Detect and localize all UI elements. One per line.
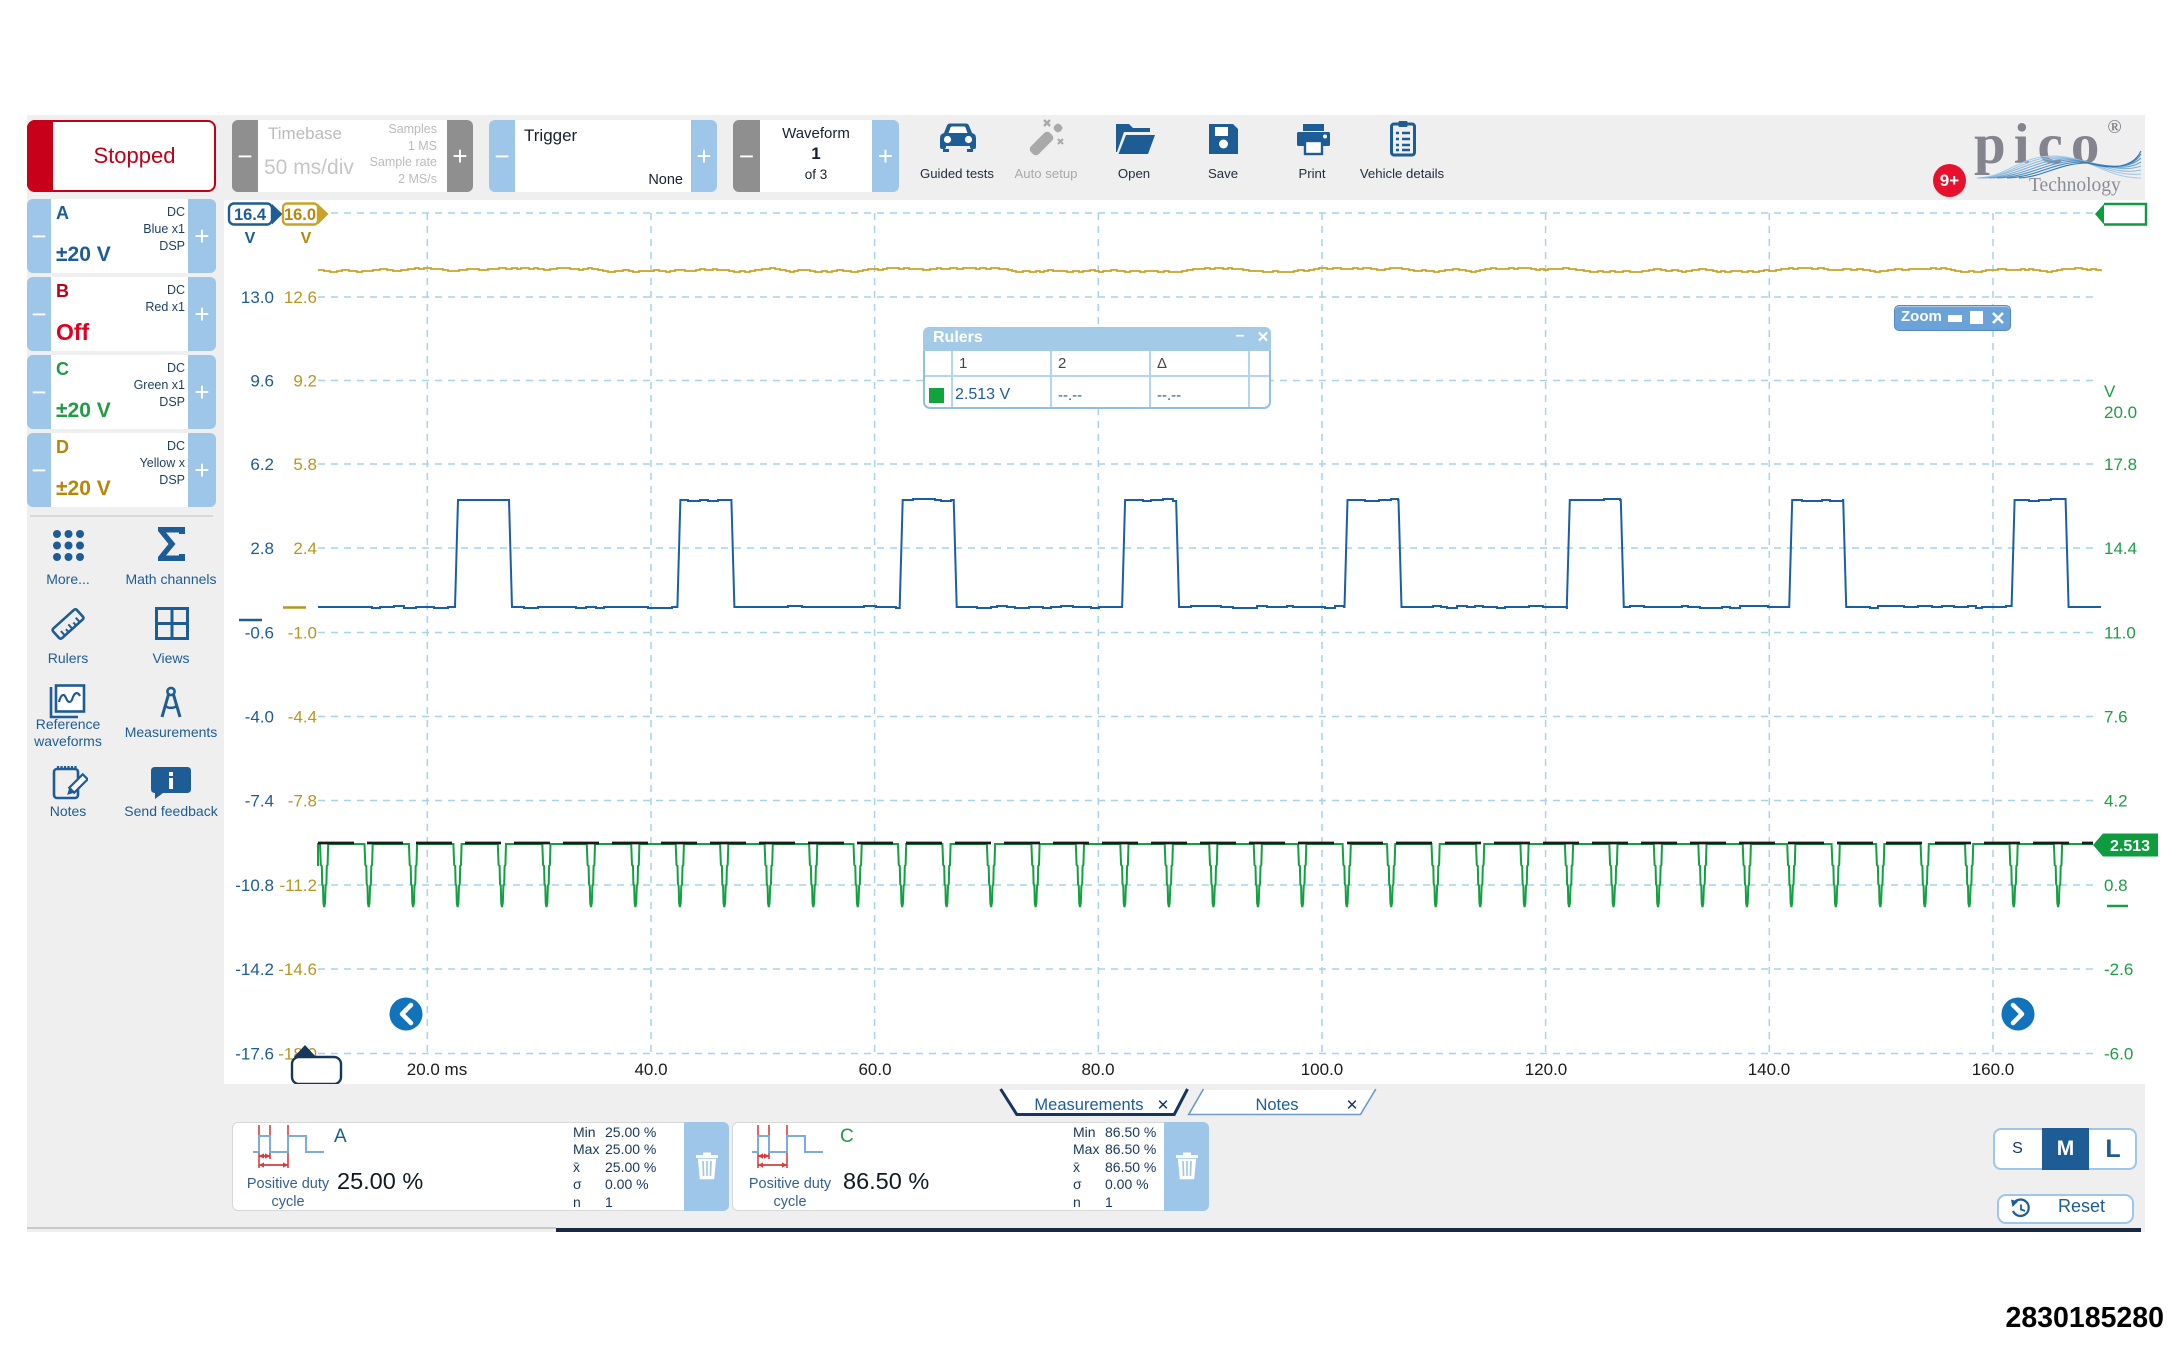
svg-text:9.6: 9.6 xyxy=(250,372,274,391)
svg-text:2.513: 2.513 xyxy=(2110,838,2150,855)
svg-text:✕: ✕ xyxy=(1346,1097,1359,1114)
svg-text:160.0: 160.0 xyxy=(1972,1060,2015,1079)
svg-text:2.4: 2.4 xyxy=(293,539,317,558)
svg-text:-11.2: -11.2 xyxy=(280,876,318,895)
svg-text:V: V xyxy=(301,230,312,247)
svg-text:17.8: 17.8 xyxy=(2104,455,2137,474)
svg-text:13.0: 13.0 xyxy=(241,288,274,307)
svg-text:80.0: 80.0 xyxy=(1081,1060,1114,1079)
svg-text:20.0: 20.0 xyxy=(2104,403,2137,422)
svg-text:-14.6: -14.6 xyxy=(278,960,317,979)
svg-text:7.6: 7.6 xyxy=(2104,708,2128,727)
svg-text:20.0 ms: 20.0 ms xyxy=(407,1060,467,1079)
svg-text:120.0: 120.0 xyxy=(1525,1060,1568,1079)
svg-text:14.4: 14.4 xyxy=(2104,539,2137,558)
svg-text:V: V xyxy=(2104,382,2116,401)
svg-text:60.0: 60.0 xyxy=(858,1060,891,1079)
svg-text:V: V xyxy=(245,230,256,247)
svg-text:11.0: 11.0 xyxy=(2104,624,2136,643)
svg-text:100.0: 100.0 xyxy=(1301,1060,1344,1079)
svg-text:140.0: 140.0 xyxy=(1748,1060,1791,1079)
svg-text:12.6: 12.6 xyxy=(284,288,317,307)
svg-text:-0.6: -0.6 xyxy=(245,624,274,643)
svg-text:-7.4: -7.4 xyxy=(245,792,274,811)
svg-text:6.2: 6.2 xyxy=(250,455,274,474)
svg-text:4.2: 4.2 xyxy=(2104,792,2128,811)
svg-text:-14.2: -14.2 xyxy=(235,960,274,979)
svg-text:-1.0: -1.0 xyxy=(288,624,317,643)
svg-text:2.8: 2.8 xyxy=(250,539,274,558)
svg-text:9.2: 9.2 xyxy=(293,372,317,391)
svg-text:Measurements: Measurements xyxy=(1034,1096,1143,1114)
svg-text:0.8: 0.8 xyxy=(2104,876,2128,895)
svg-text:Notes: Notes xyxy=(1255,1096,1298,1114)
svg-text:-17.6: -17.6 xyxy=(235,1045,274,1064)
svg-text:-7.8: -7.8 xyxy=(288,792,317,811)
svg-text:-2.6: -2.6 xyxy=(2104,960,2133,979)
svg-text:40.0: 40.0 xyxy=(634,1060,667,1079)
svg-text:✕: ✕ xyxy=(1157,1097,1170,1114)
svg-text:-4.4: -4.4 xyxy=(288,708,317,727)
svg-text:16.4: 16.4 xyxy=(234,206,267,224)
svg-text:-4.0: -4.0 xyxy=(245,708,274,727)
svg-text:16.0: 16.0 xyxy=(284,206,316,224)
svg-text:-6.0: -6.0 xyxy=(2104,1045,2133,1064)
svg-text:5.8: 5.8 xyxy=(293,455,317,474)
svg-text:-10.8: -10.8 xyxy=(235,876,274,895)
